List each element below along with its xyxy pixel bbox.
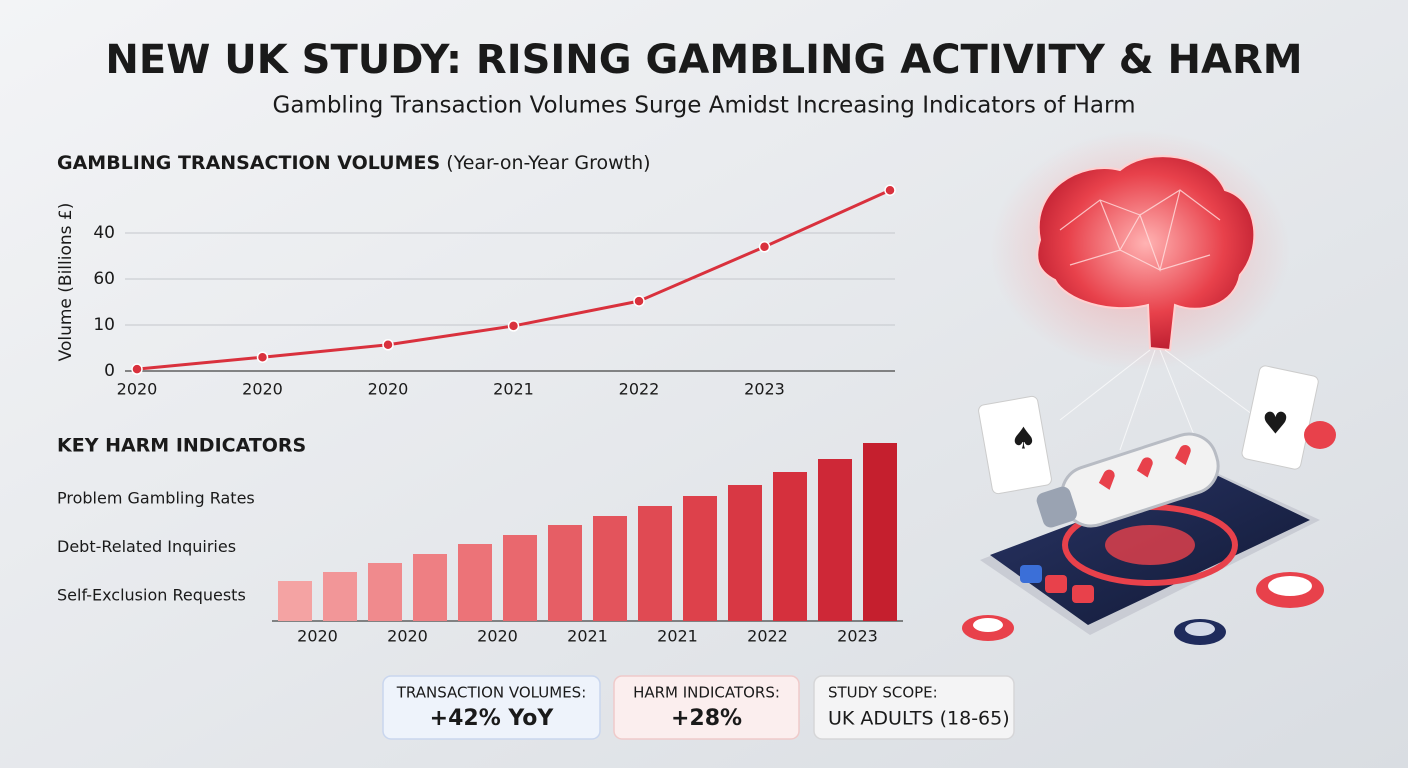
bar [413,554,447,621]
title: NEW UK STUDY: RISING GAMBLING ACTIVITY &… [105,37,1302,83]
x-tick-label: 2020 [368,380,409,399]
x-tick-label: 2023 [837,627,878,646]
x-tick-label: 2021 [567,627,608,646]
x-tick-label: 2020 [297,627,338,646]
bar [323,572,357,621]
y-tick-label: 10 [93,315,115,335]
bar [278,581,312,621]
bar-chart-title: KEY HARM INDICATORS [57,435,306,457]
x-tick-label: 2022 [619,380,660,399]
bar [863,443,897,621]
bar [638,506,672,621]
point [633,295,645,307]
point [758,241,771,253]
indicator-label: Self-Exclusion Requests [57,586,246,605]
x-tick-label: 2021 [657,627,698,646]
point [507,320,520,332]
point [256,351,269,363]
point [382,339,394,351]
bar [458,544,492,621]
stat-label: HARM INDICATORS: [633,684,780,702]
line-chart-title: GAMBLING TRANSACTION VOLUMES (Year-on-Ye… [57,152,651,174]
bar [503,535,537,621]
stat-label: STUDY SCOPE: [828,684,938,702]
line-chart-subheading: (Year-on-Year Growth) [446,152,650,174]
bar [818,459,852,621]
stat-card [813,675,1015,740]
subtitle: Gambling Transaction Volumes Surge Amids… [273,93,1136,119]
bar [548,525,582,621]
bar [368,563,402,621]
illustration: ♠ ♥ [962,130,1336,645]
x-tick-label: 2020 [242,380,283,399]
stat-card [382,675,601,740]
bar [683,496,717,621]
stat-value: +28% [671,706,742,731]
stat-label: TRANSACTION VOLUMES: [396,684,587,702]
line-chart-heading: GAMBLING TRANSACTION VOLUMES [57,152,440,174]
bar [728,485,762,621]
x-tick-label: 2020 [387,627,428,646]
stat-value: +42% YoY [430,706,555,731]
y-tick-label: 40 [93,223,115,243]
svg-text:♥: ♥ [1262,407,1289,442]
stat-card [613,675,800,740]
bar [773,472,807,621]
x-tick-label: 2020 [477,627,518,646]
x-tick-label: 2023 [744,380,785,399]
indicator-label: Debt-Related Inquiries [57,537,236,556]
stat-value: UK ADULTS (18-65) [828,708,1010,730]
y-tick-label: 0 [104,361,115,381]
x-tick-label: 2020 [117,380,158,399]
y-tick-label: 60 [93,269,115,289]
point [884,184,896,196]
bar [593,516,627,621]
x-tick-label: 2022 [747,627,788,646]
indicator-label: Problem Gambling Rates [57,489,255,508]
svg-text:♠: ♠ [1010,422,1037,457]
y-axis-label: Volume (Billions £) [56,203,76,362]
point [131,363,143,375]
x-tick-label: 2021 [493,380,534,399]
